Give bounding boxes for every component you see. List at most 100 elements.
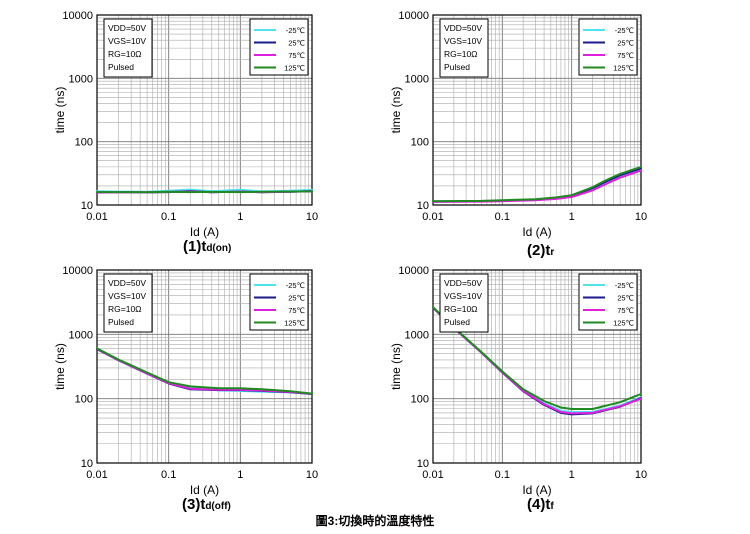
series-group <box>432 165 642 203</box>
legend: -25℃ 25℃ 75℃ 125℃ <box>578 273 638 331</box>
plot-frame <box>96 14 313 206</box>
legend-label: 125℃ <box>613 319 634 328</box>
legend-label: 125℃ <box>613 64 634 73</box>
figure-caption: 圖3:切換時的溫度特性 <box>315 514 435 528</box>
caption-main: (2)t <box>527 242 551 259</box>
condition-text: VDD=50V <box>108 278 146 288</box>
x-tick-label: 10 <box>635 469 647 481</box>
conditions-frame <box>439 273 489 333</box>
y-axis-label: time (ns) <box>389 87 403 134</box>
y-tick-label: 100 <box>75 137 93 149</box>
series-line <box>432 167 642 203</box>
legend-frame <box>578 273 638 331</box>
condition-text: RG=10Ω <box>444 49 478 59</box>
x-tick-label: 10 <box>306 469 318 481</box>
caption-sub: d(on) <box>206 243 232 254</box>
caption-main: (3)t <box>182 496 206 513</box>
condition-text: Pulsed <box>444 62 470 72</box>
condition-text: RG=10Ω <box>444 304 478 314</box>
series-group <box>96 188 313 194</box>
y-tick-label: 10 <box>81 458 93 470</box>
series-line <box>432 165 642 203</box>
x-axis-label: Id (A) <box>190 225 219 239</box>
chart-panel-1: 0.01 0.1 1 10 10 100 1000 10000 Id (A) time (ns) V… <box>53 10 318 239</box>
legend-label: -25℃ <box>286 26 305 35</box>
legend-label: 75℃ <box>617 306 634 315</box>
x-tick-label: 1 <box>569 211 575 223</box>
x-tick-label: 1 <box>237 469 243 481</box>
x-tick-label: 0.01 <box>422 211 443 223</box>
caption-sub: d(off) <box>205 501 231 512</box>
y-tick-label: 10 <box>417 200 429 212</box>
legend-label: 25℃ <box>617 294 634 303</box>
y-tick-label: 10000 <box>398 10 429 22</box>
condition-text: VGS=10V <box>108 36 146 46</box>
y-tick-label: 10 <box>417 458 429 470</box>
legend-label: 75℃ <box>617 51 634 60</box>
grid <box>97 270 312 463</box>
y-tick-label: 10000 <box>62 265 93 277</box>
y-tick-label: 100 <box>411 137 429 149</box>
x-tick-label: 0.1 <box>495 469 510 481</box>
conditions-frame <box>103 273 153 333</box>
y-tick-label: 1000 <box>405 329 429 341</box>
legend-label: 25℃ <box>288 294 305 303</box>
caption-sub: r <box>550 247 555 258</box>
legend-label: 25℃ <box>617 39 634 48</box>
chart-panel-4: 0.01 0.1 1 10 10 100 1000 10000 Id (A) time (ns) V… <box>389 265 647 497</box>
condition-text: VDD=50V <box>444 278 482 288</box>
y-tick-label: 10000 <box>62 10 93 22</box>
y-axis-label: time (ns) <box>53 87 67 134</box>
x-tick-label: 0.1 <box>161 469 176 481</box>
legend-label: 25℃ <box>288 39 305 48</box>
x-tick-label: 10 <box>306 211 318 223</box>
legend-frame <box>249 18 309 76</box>
x-tick-label: 1 <box>237 211 243 223</box>
legend: -25℃ 25℃ 75℃ 125℃ <box>578 18 638 76</box>
legend-label: -25℃ <box>615 26 634 35</box>
chart-caption-3: (3)td(off) <box>182 496 231 513</box>
y-tick-label: 1000 <box>69 329 93 341</box>
chart-panel-3: 0.01 0.1 1 10 10 100 1000 10000 Id (A) time (ns) V… <box>53 265 318 497</box>
chart-panel-2: 0.01 0.1 1 10 10 100 1000 10000 Id (A) time (ns) V… <box>389 10 647 239</box>
x-tick-label: 10 <box>635 211 647 223</box>
plot-frame <box>432 269 642 464</box>
chart-caption-2: (2)tr <box>527 242 554 259</box>
condition-text: RG=10Ω <box>108 49 142 59</box>
x-tick-label: 0.01 <box>422 469 443 481</box>
legend-frame <box>578 18 638 76</box>
legend-label: -25℃ <box>286 281 305 290</box>
condition-text: Pulsed <box>108 62 134 72</box>
conditions-box: VDD=50V VGS=10V RG=10Ω Pulsed <box>103 273 153 333</box>
conditions-frame <box>439 18 489 78</box>
legend-label: 125℃ <box>284 319 305 328</box>
series-line <box>96 347 313 395</box>
condition-text: VDD=50V <box>108 23 146 33</box>
y-axis-label: time (ns) <box>389 343 403 390</box>
x-tick-label: 0.1 <box>495 211 510 223</box>
series-line <box>96 190 313 194</box>
series-line <box>432 306 642 410</box>
caption-main: (4)t <box>527 496 551 513</box>
legend-label: 75℃ <box>288 51 305 60</box>
plot-frame <box>432 14 642 206</box>
condition-text: Pulsed <box>108 317 134 327</box>
x-tick-label: 0.01 <box>86 211 107 223</box>
x-axis-label: Id (A) <box>522 483 551 497</box>
chart-caption-4: (4)tf <box>527 496 554 513</box>
series-line <box>432 168 642 203</box>
conditions-box: VDD=50V VGS=10V RG=10Ω Pulsed <box>103 18 153 78</box>
caption-main: (1)t <box>183 238 207 255</box>
y-tick-label: 10 <box>81 200 93 212</box>
condition-text: VGS=10V <box>444 36 482 46</box>
series-group <box>96 347 313 395</box>
chart-caption-1: (1)td(on) <box>183 238 231 255</box>
x-tick-label: 0.1 <box>161 211 176 223</box>
conditions-box: VDD=50V VGS=10V RG=10Ω Pulsed <box>439 273 489 333</box>
legend-frame <box>249 273 309 331</box>
y-tick-label: 100 <box>75 394 93 406</box>
conditions-box: VDD=50V VGS=10V RG=10Ω Pulsed <box>439 18 489 78</box>
legend-label: 75℃ <box>288 306 305 315</box>
y-tick-label: 10000 <box>398 265 429 277</box>
